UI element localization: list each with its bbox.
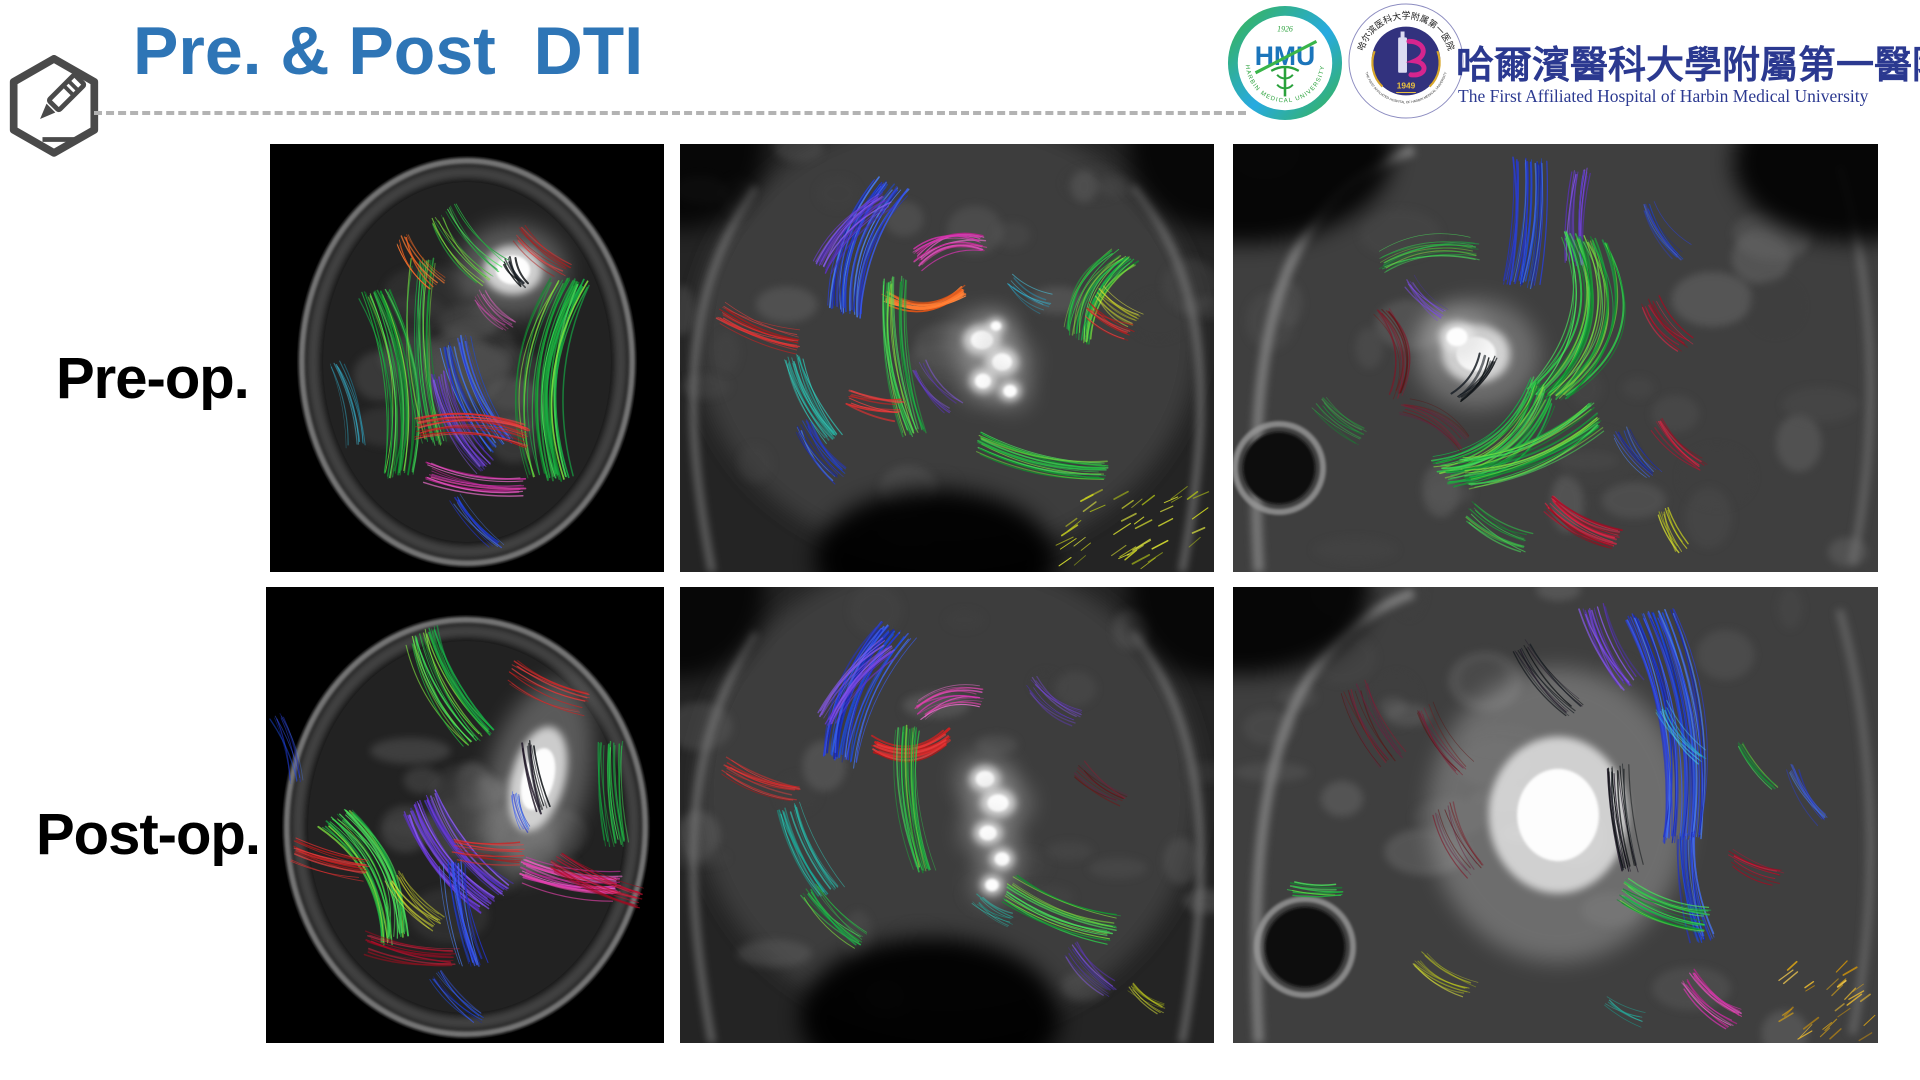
dti-image-pre-coronal [680,144,1214,572]
title-divider-line [94,111,1246,115]
hmu-university-logo: HARBIN MEDICAL UNIVERSITY1926HMU [1226,4,1344,122]
dti-tractography-graphic [680,587,1214,1043]
dti-tractography-graphic [266,587,664,1043]
dti-image-pre-sagittal [1233,144,1878,572]
dti-tractography-graphic [680,144,1214,572]
slide-title: Pre. & Post DTI [133,13,644,89]
dti-image-post-sagittal [1233,587,1878,1043]
dti-tractography-graphic [1233,144,1878,572]
hospital-name-chinese: 哈爾濱醫科大學附屬第一醫院 [1456,43,1920,87]
dti-image-post-axial [266,587,664,1043]
pencil-hexagon-icon [6,55,102,157]
row-label-pre-op: Pre-op. [56,346,250,411]
dti-tractography-graphic [270,144,664,572]
row-label-post-op: Post-op. [36,802,261,867]
hmu-logo-graphic: HARBIN MEDICAL UNIVERSITY1926HMU [1227,5,1343,121]
svg-text:1949: 1949 [1397,81,1416,91]
hospital-name-english: The First Affiliated Hospital of Harbin … [1458,86,1869,106]
dti-image-pre-axial [270,144,664,572]
dti-tractography-graphic [1233,587,1878,1043]
dti-image-post-coronal [680,587,1214,1043]
hospital-emblem-logo: 哈尔滨医科大学附属第一医院 THE FIRST AFFILIATED HOSPIT… [1347,2,1465,120]
svg-text:1926: 1926 [1277,25,1293,34]
